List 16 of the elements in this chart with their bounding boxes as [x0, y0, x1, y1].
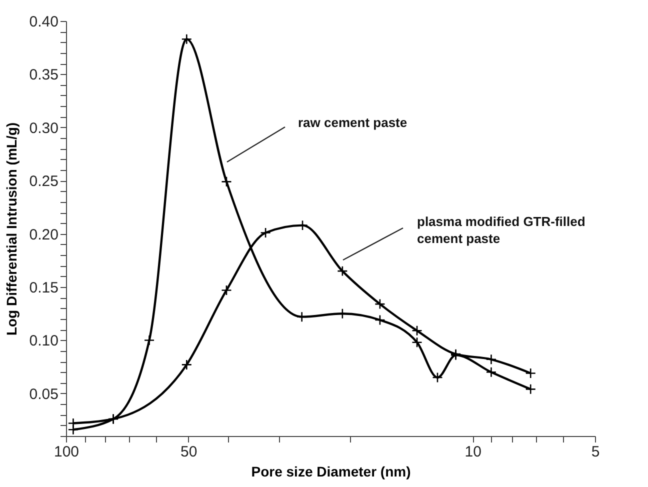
- y-tick-label: 0.35: [29, 66, 58, 84]
- x-tick-label: 5: [591, 444, 600, 460]
- y-tick-label: 0.25: [29, 173, 58, 190]
- y-tick-label: 0.05: [29, 386, 58, 403]
- y-tick-label: 0.15: [29, 280, 58, 297]
- annotation: raw cement paste: [298, 115, 408, 130]
- y-tick-label: 0.20: [29, 226, 58, 244]
- annotation: plasma modified GTR-filled cement paste: [417, 214, 586, 246]
- y-tick-label: 0.30: [29, 120, 58, 137]
- y-tick-label: 0.40: [29, 14, 58, 30]
- y-tick-label: 0.10: [29, 332, 58, 350]
- y-axis-title: Log Differential Intrusion (mL/g): [3, 122, 20, 336]
- x-tick-label: 10: [464, 444, 482, 460]
- x-tick-label: 50: [180, 444, 198, 460]
- x-axis-title: Pore size Diameter (nm): [251, 464, 411, 480]
- x-tick-label: 100: [54, 444, 80, 460]
